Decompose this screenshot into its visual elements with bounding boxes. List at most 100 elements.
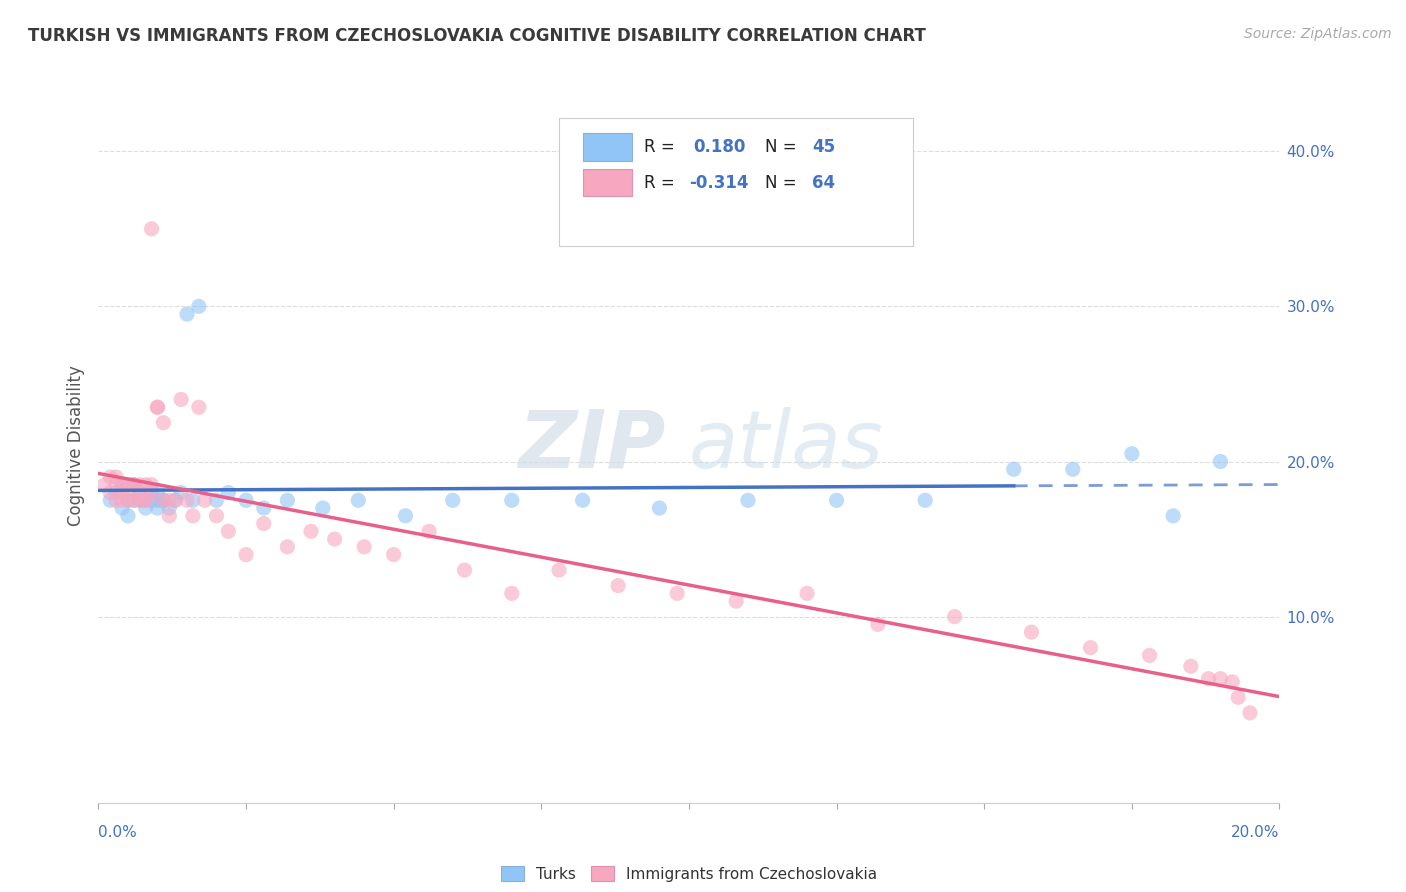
- Point: [122, 493, 145, 508]
- Point: [165, 493, 187, 508]
- Point: [117, 493, 139, 508]
- Point: [866, 617, 889, 632]
- Point: [170, 485, 193, 500]
- Point: [105, 470, 128, 484]
- Point: [122, 477, 145, 491]
- Point: [128, 485, 150, 500]
- Point: [117, 477, 139, 491]
- Text: N =: N =: [765, 174, 796, 192]
- Point: [353, 540, 375, 554]
- Text: 45: 45: [811, 138, 835, 156]
- Point: [152, 493, 174, 508]
- Point: [141, 485, 163, 500]
- Point: [276, 493, 298, 508]
- Point: [93, 477, 115, 491]
- Point: [1227, 690, 1250, 705]
- Point: [128, 493, 150, 508]
- Point: [347, 493, 370, 508]
- Point: [122, 477, 145, 491]
- Point: [98, 493, 121, 508]
- Point: [181, 508, 204, 523]
- Point: [253, 501, 276, 516]
- Text: N =: N =: [765, 138, 796, 156]
- Point: [165, 493, 187, 508]
- Point: [141, 477, 163, 491]
- Point: [135, 493, 157, 508]
- Point: [135, 493, 157, 508]
- Point: [312, 501, 335, 516]
- Point: [1080, 640, 1102, 655]
- Point: [176, 493, 198, 508]
- Point: [1161, 508, 1184, 523]
- Point: [382, 548, 405, 562]
- Point: [1209, 672, 1232, 686]
- Point: [98, 485, 121, 500]
- Point: [1121, 447, 1143, 461]
- Point: [453, 563, 475, 577]
- Text: ZIP: ZIP: [517, 407, 665, 485]
- Text: 20.0%: 20.0%: [1232, 825, 1279, 840]
- Point: [152, 416, 174, 430]
- Point: [571, 493, 593, 508]
- Point: [128, 485, 150, 500]
- Point: [217, 524, 239, 539]
- Point: [181, 493, 204, 508]
- Point: [111, 493, 134, 508]
- Point: [122, 493, 145, 508]
- Point: [128, 477, 150, 491]
- Point: [217, 485, 239, 500]
- Point: [501, 586, 523, 600]
- Point: [1209, 454, 1232, 468]
- Point: [737, 493, 759, 508]
- Point: [418, 524, 440, 539]
- Point: [152, 493, 174, 508]
- Point: [105, 485, 128, 500]
- Point: [146, 485, 169, 500]
- Point: [105, 493, 128, 508]
- Text: 0.180: 0.180: [693, 138, 747, 156]
- Text: 64: 64: [811, 174, 835, 192]
- Point: [146, 401, 169, 415]
- Point: [141, 493, 163, 508]
- Point: [111, 501, 134, 516]
- Legend: Turks, Immigrants from Czechoslovakia: Turks, Immigrants from Czechoslovakia: [495, 860, 883, 888]
- Point: [170, 392, 193, 407]
- Point: [501, 493, 523, 508]
- Point: [205, 493, 228, 508]
- Point: [135, 493, 157, 508]
- Point: [1180, 659, 1202, 673]
- Point: [128, 493, 150, 508]
- Point: [141, 485, 163, 500]
- Point: [111, 485, 134, 500]
- Point: [1002, 462, 1025, 476]
- FancyBboxPatch shape: [582, 134, 633, 161]
- Point: [648, 501, 671, 516]
- Point: [548, 563, 571, 577]
- Point: [441, 493, 464, 508]
- FancyBboxPatch shape: [560, 118, 914, 246]
- Point: [98, 470, 121, 484]
- Point: [825, 493, 848, 508]
- Point: [146, 501, 169, 516]
- Point: [943, 609, 966, 624]
- Point: [141, 222, 163, 236]
- Text: TURKISH VS IMMIGRANTS FROM CZECHOSLOVAKIA COGNITIVE DISABILITY CORRELATION CHART: TURKISH VS IMMIGRANTS FROM CZECHOSLOVAKI…: [28, 27, 927, 45]
- Point: [146, 493, 169, 508]
- Point: [111, 477, 134, 491]
- Point: [205, 508, 228, 523]
- Point: [235, 493, 257, 508]
- Point: [725, 594, 748, 608]
- FancyBboxPatch shape: [582, 169, 633, 196]
- Point: [152, 493, 174, 508]
- Point: [666, 586, 689, 600]
- Point: [323, 532, 346, 546]
- Point: [1239, 706, 1261, 720]
- Point: [194, 493, 217, 508]
- Point: [796, 586, 818, 600]
- Text: Source: ZipAtlas.com: Source: ZipAtlas.com: [1244, 27, 1392, 41]
- Y-axis label: Cognitive Disability: Cognitive Disability: [66, 366, 84, 526]
- Point: [253, 516, 276, 531]
- Point: [117, 508, 139, 523]
- Point: [914, 493, 936, 508]
- Text: R =: R =: [644, 138, 675, 156]
